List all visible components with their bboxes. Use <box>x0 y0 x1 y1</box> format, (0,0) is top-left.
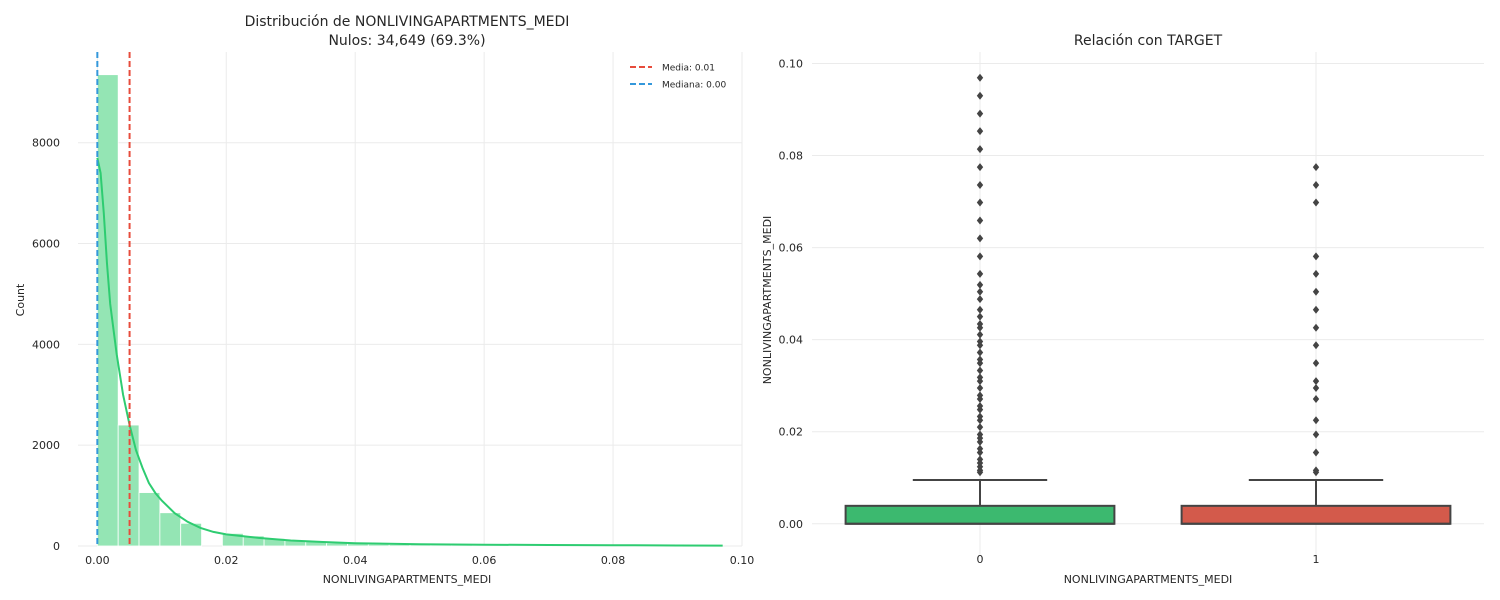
histogram-y-tick-label: 8000 <box>32 137 60 150</box>
outlier-point <box>976 73 984 82</box>
outlier-point <box>1312 466 1320 475</box>
outlier-point <box>976 337 984 346</box>
boxplot-y-tick-label: 0.06 <box>779 242 804 255</box>
histogram-title-line-2: Nulos: 34,649 (69.3%) <box>328 33 485 49</box>
histogram-y-tick-label: 4000 <box>32 338 60 351</box>
boxplot-x-label: NONLIVINGAPARTMENTS_MEDI <box>1064 573 1233 586</box>
histogram-bar <box>96 74 119 547</box>
outlier-point <box>976 295 984 304</box>
outlier-point <box>976 91 984 100</box>
outlier-point <box>976 384 984 392</box>
outlier-point <box>976 287 984 296</box>
outlier-point <box>976 127 984 136</box>
boxplot-y-tick-label: 0.00 <box>779 518 804 531</box>
outlier-point <box>976 423 984 432</box>
histogram-y-tick-label: 2000 <box>32 439 60 452</box>
outlier-point <box>976 280 984 289</box>
histogram-panel: 0.00 0.02 0.04 0.06 0.08 0.10 0 2000 4000 6000 80… <box>14 14 754 586</box>
legend: Media: 0.01 Mediana: 0.00 <box>630 64 726 91</box>
outlier-point <box>1312 198 1320 207</box>
outlier-point <box>976 312 984 321</box>
outlier-point <box>1312 430 1320 439</box>
outlier-point <box>976 366 984 375</box>
outlier-point <box>976 181 984 190</box>
outlier-point <box>976 252 984 261</box>
histogram-y-label: Count <box>14 283 27 316</box>
reference-lines <box>96 52 131 546</box>
outlier-point <box>1312 395 1320 404</box>
outlier-point <box>976 234 984 243</box>
boxplot-y-label: NONLIVINGAPARTMENTS_MEDI <box>761 216 774 385</box>
outlier-point <box>1312 181 1320 190</box>
outlier-point <box>976 412 984 421</box>
histogram-grid <box>78 52 743 547</box>
outlier-point <box>1312 287 1320 296</box>
outlier-point <box>976 401 984 410</box>
outlier-point <box>976 455 984 464</box>
histogram-x-tick-label: 0.02 <box>214 554 239 567</box>
histogram-bar <box>138 492 161 547</box>
outlier-point <box>976 330 984 339</box>
kde-curve <box>96 157 723 547</box>
outlier-point <box>976 430 984 439</box>
outlier-point <box>1312 163 1320 172</box>
legend-mediana-label: Mediana: 0.00 <box>662 81 726 91</box>
box-1 <box>1180 504 1452 525</box>
histogram-x-tick-label: 0.08 <box>601 554 626 567</box>
outlier-point <box>976 269 984 278</box>
boxplots <box>844 73 1452 525</box>
outlier-point <box>976 320 984 329</box>
histogram-x-ticks: 0.00 0.02 0.04 0.06 0.08 0.10 <box>85 554 754 567</box>
outlier-point <box>1312 448 1320 457</box>
boxplot-title: Relación con TARGET <box>1074 33 1223 49</box>
outlier-point <box>1312 377 1320 386</box>
outlier-point <box>1312 416 1320 425</box>
outlier-point <box>976 348 984 357</box>
box-0 <box>844 504 1116 525</box>
outlier-point <box>976 163 984 172</box>
histogram-x-tick-label: 0.10 <box>730 554 755 567</box>
legend-media-label: Media: 0.01 <box>662 64 715 74</box>
outlier-point <box>1312 269 1320 278</box>
boxplot-y-tick-label: 0.02 <box>779 426 804 439</box>
outlier-point <box>1312 305 1320 314</box>
histogram-title-line-1: Distribución de NONLIVINGAPARTMENTS_MEDI <box>245 14 570 30</box>
outlier-point <box>976 198 984 207</box>
outlier-point <box>976 216 984 225</box>
outlier-point <box>1312 252 1320 261</box>
histogram-x-tick-label: 0.04 <box>343 554 368 567</box>
boxplot-x-tick-label: 1 <box>1313 553 1320 566</box>
histogram-y-tick-label: 0 <box>53 540 60 553</box>
histogram-y-tick-label: 6000 <box>32 238 60 251</box>
outlier-point <box>1312 384 1320 392</box>
outlier-point <box>976 305 984 314</box>
boxplot-y-tick-label: 0.04 <box>779 334 804 347</box>
outlier-point <box>976 391 984 400</box>
outlier-point <box>976 145 984 154</box>
histogram-x-label: NONLIVINGAPARTMENTS_MEDI <box>323 573 492 586</box>
outlier-point <box>1312 359 1320 368</box>
boxplot-y-tick-label: 0.10 <box>779 58 804 71</box>
outlier-point <box>976 355 984 364</box>
outlier-point <box>976 109 984 118</box>
outlier-point <box>976 373 984 382</box>
histogram-y-ticks: 0 2000 4000 6000 8000 <box>32 137 60 553</box>
outlier-point <box>976 444 984 453</box>
boxplot-x-tick-label: 0 <box>977 553 984 566</box>
histogram-x-tick-label: 0.00 <box>85 554 110 567</box>
outlier-point <box>1312 341 1320 350</box>
histogram-bars <box>96 74 724 547</box>
outlier-point <box>1312 323 1320 332</box>
histogram-bar <box>159 512 182 547</box>
histogram-x-tick-label: 0.06 <box>472 554 497 567</box>
boxplot-y-tick-label: 0.08 <box>779 150 804 163</box>
boxplot-y-ticks: 0.00 0.02 0.04 0.06 0.08 0.10 <box>779 58 804 531</box>
